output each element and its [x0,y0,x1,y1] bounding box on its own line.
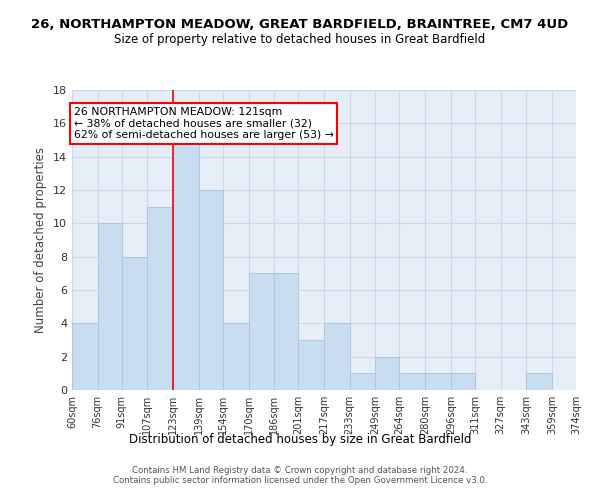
Text: Distribution of detached houses by size in Great Bardfield: Distribution of detached houses by size … [129,432,471,446]
Bar [72,324,98,390]
Bar [526,374,552,390]
Bar [223,324,248,390]
Text: Size of property relative to detached houses in Great Bardfield: Size of property relative to detached ho… [115,32,485,46]
Bar [248,274,274,390]
Text: 26, NORTHAMPTON MEADOW, GREAT BARDFIELD, BRAINTREE, CM7 4UD: 26, NORTHAMPTON MEADOW, GREAT BARDFIELD,… [31,18,569,30]
Bar [199,190,223,390]
Bar [274,274,298,390]
Bar [400,374,425,390]
Bar [98,224,122,390]
Text: 26 NORTHAMPTON MEADOW: 121sqm
← 38% of detached houses are smaller (32)
62% of s: 26 NORTHAMPTON MEADOW: 121sqm ← 38% of d… [74,106,334,140]
Bar [350,374,376,390]
Bar [122,256,148,390]
Bar [148,206,173,390]
Bar [425,374,451,390]
Bar [298,340,324,390]
Text: Contains HM Land Registry data © Crown copyright and database right 2024.
Contai: Contains HM Land Registry data © Crown c… [113,466,487,485]
Bar [324,324,350,390]
Bar [376,356,400,390]
Bar [451,374,475,390]
Bar [173,140,199,390]
Y-axis label: Number of detached properties: Number of detached properties [34,147,47,333]
